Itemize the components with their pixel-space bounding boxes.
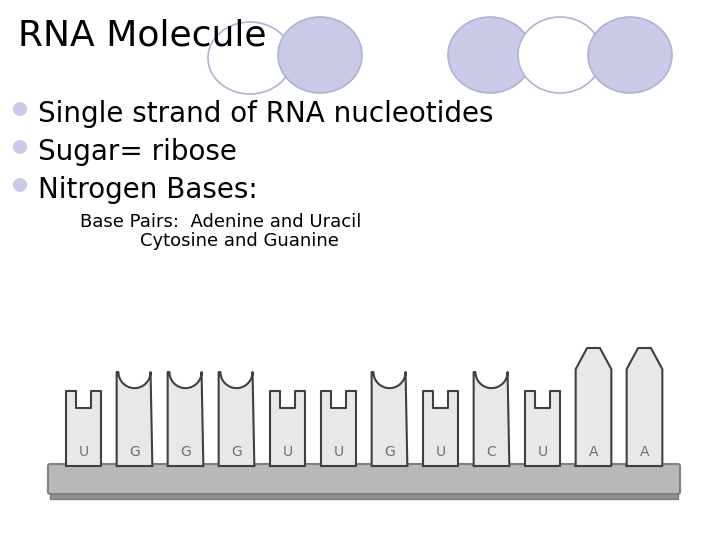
Text: U: U (78, 445, 89, 459)
Ellipse shape (13, 140, 27, 154)
Ellipse shape (278, 17, 362, 93)
Bar (50, 491, 678, 499)
Polygon shape (168, 372, 203, 466)
Polygon shape (626, 348, 662, 466)
Text: Cytosine and Guanine: Cytosine and Guanine (140, 232, 339, 250)
Text: G: G (180, 445, 191, 459)
Ellipse shape (588, 17, 672, 93)
Text: U: U (282, 445, 292, 459)
Ellipse shape (448, 17, 532, 93)
Polygon shape (117, 372, 153, 466)
FancyBboxPatch shape (48, 464, 680, 494)
Ellipse shape (13, 178, 27, 192)
Polygon shape (219, 372, 254, 466)
Polygon shape (66, 391, 102, 466)
Ellipse shape (208, 22, 292, 94)
Polygon shape (270, 391, 305, 466)
Text: Sugar= ribose: Sugar= ribose (38, 138, 237, 166)
Text: Base Pairs:  Adenine and Uracil: Base Pairs: Adenine and Uracil (80, 213, 361, 231)
Ellipse shape (518, 17, 602, 93)
Text: U: U (436, 445, 446, 459)
Ellipse shape (13, 102, 27, 116)
Text: G: G (384, 445, 395, 459)
Polygon shape (372, 372, 408, 466)
Text: C: C (487, 445, 496, 459)
Text: U: U (333, 445, 343, 459)
Polygon shape (525, 391, 560, 466)
Text: A: A (640, 445, 649, 459)
Text: Single strand of RNA nucleotides: Single strand of RNA nucleotides (38, 100, 493, 128)
Text: G: G (231, 445, 242, 459)
Text: U: U (537, 445, 548, 459)
Polygon shape (474, 372, 509, 466)
Text: RNA Molecule: RNA Molecule (18, 18, 266, 52)
Text: G: G (129, 445, 140, 459)
Polygon shape (576, 348, 611, 466)
Text: Nitrogen Bases:: Nitrogen Bases: (38, 176, 258, 204)
Text: A: A (589, 445, 598, 459)
Polygon shape (423, 391, 459, 466)
Polygon shape (320, 391, 356, 466)
